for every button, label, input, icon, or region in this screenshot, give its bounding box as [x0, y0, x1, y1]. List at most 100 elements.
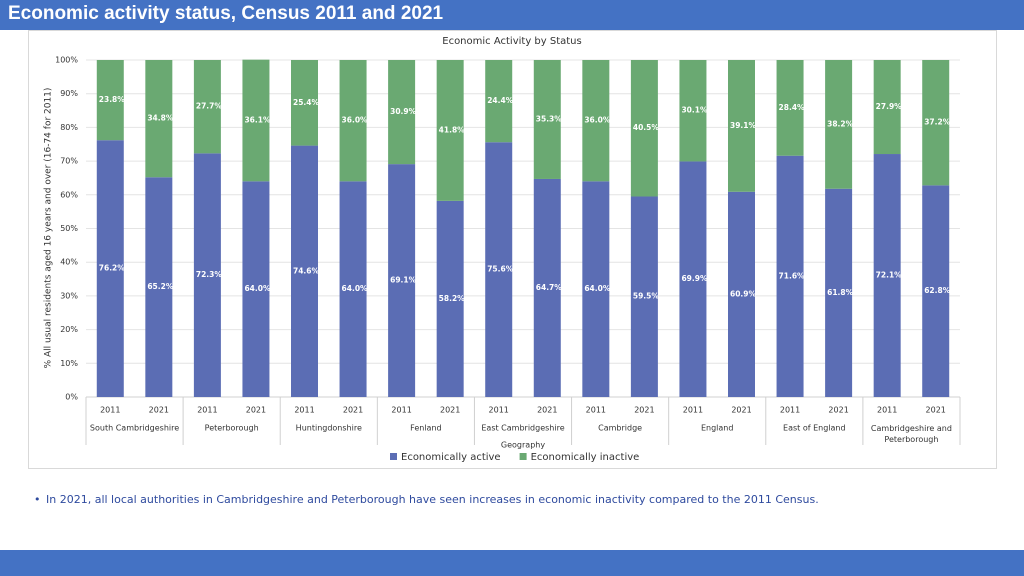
data-label: 40.5%	[633, 123, 660, 132]
x-tick-label: 2021	[731, 406, 751, 415]
bullet-dot: •	[34, 493, 41, 506]
y-tick-label: 100%	[55, 56, 78, 65]
data-label: 38.2%	[827, 119, 854, 128]
bullet-text: In 2021, all local authorities in Cambri…	[46, 493, 819, 506]
data-label: 64.7%	[536, 283, 563, 292]
x-tick-label: 2011	[683, 406, 703, 415]
bar-segment	[776, 155, 804, 397]
group-label: Cambridgeshire and Peterborough	[871, 424, 952, 444]
group-label: South Cambridgeshire	[90, 424, 179, 433]
group-label: East of England	[783, 424, 846, 433]
bar-segment	[242, 181, 270, 397]
bar-segment	[728, 60, 755, 192]
data-label: 41.8%	[439, 125, 466, 134]
bar-segment	[630, 60, 658, 197]
data-label: 28.4%	[779, 103, 806, 112]
legend-swatch	[519, 453, 527, 460]
data-label: 27.7%	[196, 102, 223, 111]
data-label: 39.1%	[730, 121, 757, 130]
bar-segment	[436, 200, 464, 397]
footer-bar	[0, 550, 1024, 576]
data-label: 36.0%	[342, 116, 369, 125]
header-bar	[0, 0, 1024, 30]
bar-segment	[922, 185, 950, 397]
bar-segment	[825, 60, 853, 189]
bar-segment	[679, 161, 707, 397]
group-label: England	[701, 424, 733, 433]
y-tick-label: 10%	[60, 359, 78, 368]
x-tick-label: 2021	[634, 406, 654, 415]
data-label: 24.4%	[487, 96, 514, 105]
bar-segment	[436, 60, 464, 201]
y-axis-title: % All usual residents aged 16 years and …	[44, 88, 54, 369]
data-label: 35.3%	[536, 114, 563, 123]
bar-segment	[145, 177, 173, 397]
data-label: 30.1%	[681, 106, 708, 115]
x-tick-label: 2021	[343, 406, 363, 415]
group-label: Cambridge	[598, 424, 642, 433]
legend-swatch	[390, 453, 397, 460]
bar-segment	[96, 140, 124, 397]
data-label: 34.8%	[147, 114, 174, 123]
data-label: 36.1%	[244, 115, 271, 124]
group-label: East Cambridgeshire	[481, 424, 564, 433]
bar-segment	[339, 60, 367, 182]
chart-title: Economic Activity by Status	[442, 36, 581, 47]
y-tick-label: 70%	[60, 157, 78, 166]
bar-segment	[533, 178, 561, 397]
bar-segment	[922, 60, 950, 186]
bar-segment	[582, 60, 610, 182]
bar-segment	[825, 188, 853, 397]
bar-segment	[96, 60, 124, 141]
data-label: 37.2%	[924, 118, 951, 127]
y-tick-label: 90%	[60, 89, 78, 98]
bar-segment	[145, 60, 173, 178]
data-label: 76.2%	[99, 264, 126, 273]
slide-title: Economic activity status, Census 2011 an…	[8, 3, 444, 24]
x-tick-label: 2021	[149, 406, 169, 415]
group-label: Fenland	[410, 424, 441, 433]
y-tick-label: 40%	[60, 258, 78, 267]
x-tick-label: 2021	[246, 406, 266, 415]
x-tick-label: 2011	[197, 406, 217, 415]
y-tick-label: 50%	[60, 224, 78, 233]
group-label: Huntingdonshire	[296, 424, 362, 433]
bar-segment	[291, 60, 318, 146]
bar-segment	[485, 60, 513, 143]
bar-segment	[388, 164, 416, 397]
data-label: 65.2%	[147, 282, 174, 291]
data-label: 69.9%	[681, 274, 708, 283]
bar-segment	[776, 60, 804, 156]
bar-segment	[339, 181, 367, 397]
bar-segment	[485, 142, 513, 397]
y-tick-label: 0%	[65, 393, 78, 402]
data-label: 23.8%	[99, 95, 126, 104]
bar-segment	[242, 59, 270, 182]
y-tick-label: 20%	[60, 325, 78, 334]
bar-segment	[291, 145, 318, 397]
x-tick-label: 2011	[586, 406, 606, 415]
data-label: 72.3%	[196, 270, 223, 279]
data-label: 60.9%	[730, 289, 757, 298]
bar-segment	[873, 154, 901, 397]
bar-segment	[873, 60, 901, 155]
y-tick-label: 80%	[60, 123, 78, 132]
data-label: 61.8%	[827, 288, 854, 297]
x-tick-label: 2021	[440, 406, 460, 415]
bar-segment	[193, 60, 221, 154]
y-tick-label: 60%	[60, 190, 78, 199]
data-label: 72.1%	[876, 271, 903, 280]
data-label: 58.2%	[439, 294, 466, 303]
x-tick-label: 2011	[391, 406, 411, 415]
x-tick-label: 2011	[780, 406, 800, 415]
bar-segment	[193, 153, 221, 397]
x-tick-label: 2021	[828, 406, 848, 415]
bar-segment	[533, 60, 561, 179]
x-tick-label: 2011	[294, 406, 314, 415]
data-label: 27.9%	[876, 102, 903, 111]
data-label: 62.8%	[924, 286, 951, 295]
legend-label: Economically inactive	[531, 452, 640, 463]
x-tick-label: 2011	[489, 406, 509, 415]
